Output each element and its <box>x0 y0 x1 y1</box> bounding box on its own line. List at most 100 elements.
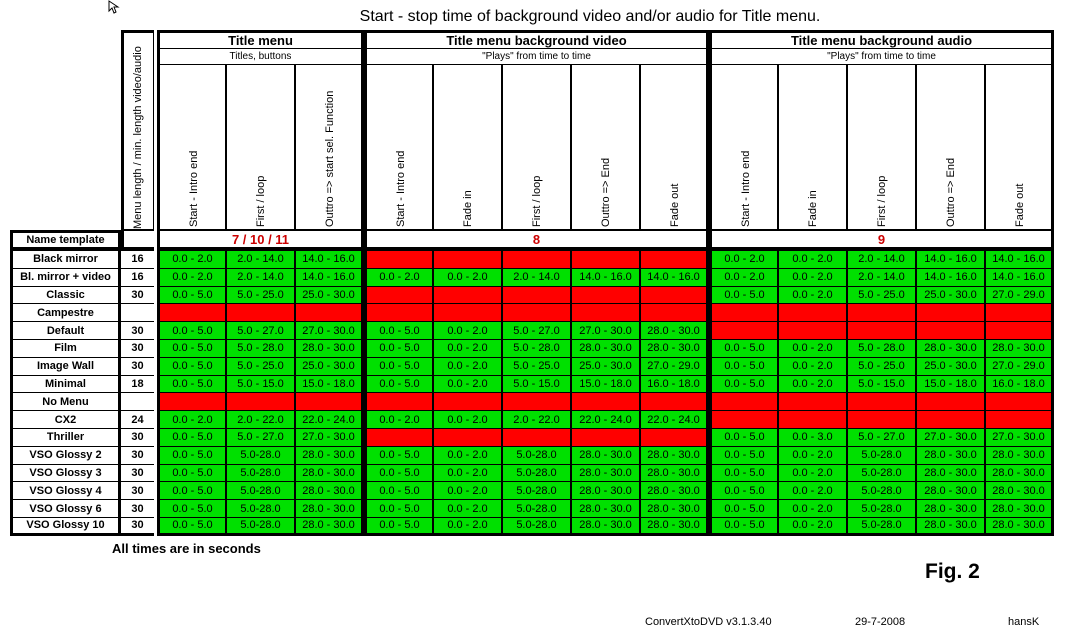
time-cell: 22.0 - 24.0 <box>295 410 364 429</box>
footer-author: hansK <box>1008 616 1040 628</box>
time-cell: 27.0 - 29.0 <box>640 356 709 376</box>
time-cell: 5.0-28.0 <box>847 445 916 465</box>
row-name: Minimal <box>10 374 121 394</box>
time-cell: 0.0 - 2.0 <box>157 250 226 269</box>
row-menu-length: 30 <box>121 339 154 358</box>
time-cell: 28.0 - 30.0 <box>640 517 709 536</box>
time-cell <box>847 410 916 429</box>
mouse-pointer-icon <box>108 0 120 14</box>
time-cell: 5.0 - 27.0 <box>847 428 916 447</box>
row-name: Image Wall <box>10 356 121 376</box>
column-header-label: Outtro => End <box>944 157 957 227</box>
column-header: First / loop <box>502 64 571 230</box>
time-cell: 15.0 - 18.0 <box>295 374 364 394</box>
name-template-label: Name template <box>10 230 121 250</box>
time-cell: 0.0 - 2.0 <box>433 339 502 358</box>
time-cell <box>571 250 640 269</box>
column-header-label: First / loop <box>875 175 888 227</box>
column-header: Start - Intro end <box>709 64 778 230</box>
time-cell: 0.0 - 5.0 <box>364 481 433 501</box>
time-cell <box>295 303 364 323</box>
time-cell: 5.0 - 15.0 <box>226 374 295 394</box>
row-name: Film <box>10 339 121 358</box>
time-cell: 0.0 - 5.0 <box>364 356 433 376</box>
time-cell <box>916 410 985 429</box>
time-cell: 27.0 - 29.0 <box>985 285 1054 305</box>
time-cell <box>640 285 709 305</box>
time-cell: 27.0 - 30.0 <box>985 428 1054 447</box>
time-cell: 0.0 - 5.0 <box>157 321 226 340</box>
time-cell: 28.0 - 30.0 <box>295 445 364 465</box>
row-menu-length: 30 <box>121 445 154 465</box>
row-name: Black mirror <box>10 250 121 269</box>
time-cell: 5.0-28.0 <box>226 463 295 483</box>
footnote: All times are in seconds <box>112 541 261 556</box>
time-cell: 5.0-28.0 <box>502 517 571 536</box>
time-cell: 25.0 - 30.0 <box>295 356 364 376</box>
row-name: VSO Glossy 3 <box>10 463 121 483</box>
time-cell <box>364 303 433 323</box>
time-cell <box>571 392 640 412</box>
time-cell <box>640 392 709 412</box>
row-menu-length: 16 <box>121 267 154 287</box>
time-cell: 5.0-28.0 <box>226 481 295 501</box>
time-cell: 5.0 - 15.0 <box>502 374 571 394</box>
row-name: Thriller <box>10 428 121 447</box>
column-header-label: Start - Intro end <box>739 150 752 227</box>
time-cell: 0.0 - 2.0 <box>433 374 502 394</box>
row-menu-length: 30 <box>121 517 154 536</box>
time-cell: 0.0 - 3.0 <box>778 428 847 447</box>
time-cell: 14.0 - 16.0 <box>985 267 1054 287</box>
time-cell: 0.0 - 2.0 <box>433 267 502 287</box>
time-cell: 5.0-28.0 <box>502 463 571 483</box>
time-cell: 0.0 - 5.0 <box>709 339 778 358</box>
time-cell: 28.0 - 30.0 <box>640 463 709 483</box>
row-name: VSO Glossy 4 <box>10 481 121 501</box>
time-cell <box>502 285 571 305</box>
time-cell: 0.0 - 5.0 <box>157 428 226 447</box>
time-cell: 0.0 - 5.0 <box>364 517 433 536</box>
column-header: Fade in <box>433 64 502 230</box>
time-cell: 2.0 - 14.0 <box>502 267 571 287</box>
row-menu-length: 30 <box>121 356 154 376</box>
group-subtitle: "Plays" from time to time <box>709 49 1054 65</box>
time-cell: 0.0 - 5.0 <box>157 339 226 358</box>
time-cell: 0.0 - 5.0 <box>157 463 226 483</box>
time-cell <box>502 303 571 323</box>
time-cell: 2.0 - 14.0 <box>847 250 916 269</box>
time-cell: 28.0 - 30.0 <box>916 499 985 518</box>
time-cell <box>433 303 502 323</box>
time-cell: 28.0 - 30.0 <box>640 445 709 465</box>
time-cell: 5.0-28.0 <box>502 445 571 465</box>
time-cell: 0.0 - 2.0 <box>433 356 502 376</box>
time-cell: 28.0 - 30.0 <box>985 499 1054 518</box>
column-header: Fade in <box>778 64 847 230</box>
time-cell <box>985 303 1054 323</box>
time-cell <box>502 428 571 447</box>
time-cell: 28.0 - 30.0 <box>640 321 709 340</box>
time-cell: 15.0 - 18.0 <box>571 374 640 394</box>
row-menu-length: 30 <box>121 463 154 483</box>
time-cell: 28.0 - 30.0 <box>571 481 640 501</box>
time-cell: 22.0 - 24.0 <box>571 410 640 429</box>
menu-length-header: Menu length / min. length video/audio <box>121 30 154 230</box>
time-cell: 5.0 - 15.0 <box>847 374 916 394</box>
time-cell: 5.0-28.0 <box>847 517 916 536</box>
time-cell <box>295 392 364 412</box>
time-cell <box>433 392 502 412</box>
time-cell: 15.0 - 18.0 <box>916 374 985 394</box>
column-header-label: Start - Intro end <box>187 150 200 227</box>
time-cell <box>364 285 433 305</box>
time-cell: 2.0 - 22.0 <box>226 410 295 429</box>
time-cell: 0.0 - 2.0 <box>709 250 778 269</box>
time-cell <box>157 303 226 323</box>
time-cell <box>916 321 985 340</box>
footer-date: 29-7-2008 <box>855 616 906 628</box>
row-menu-length <box>121 303 154 323</box>
column-header: First / loop <box>847 64 916 230</box>
time-cell: 5.0 - 25.0 <box>502 356 571 376</box>
time-cell: 25.0 - 30.0 <box>295 285 364 305</box>
column-header-label: First / loop <box>530 175 543 227</box>
time-cell: 0.0 - 2.0 <box>778 374 847 394</box>
row-menu-length: 30 <box>121 321 154 340</box>
